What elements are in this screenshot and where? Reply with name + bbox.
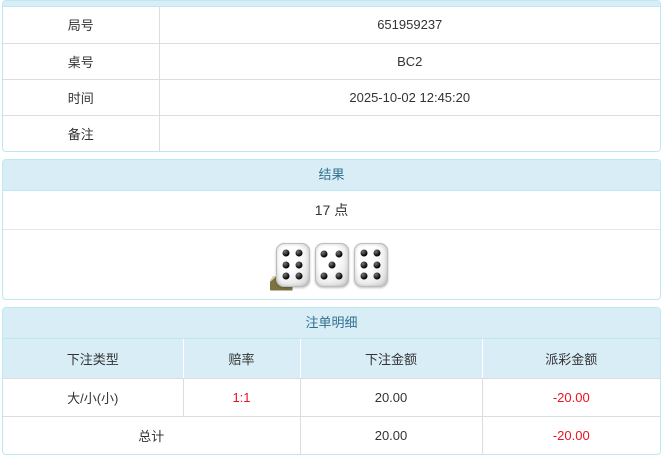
- dice-group: i: [269, 242, 388, 291]
- bet-details-table: 下注类型 赔率 下注金额 派彩金额 大/小(小) 1:1 20.00 -20.0…: [3, 339, 660, 454]
- result-points: 17 点: [3, 191, 660, 230]
- die-pip: [282, 261, 290, 268]
- table-row: 大/小(小) 1:1 20.00 -20.00: [3, 378, 660, 416]
- die-pip: [373, 272, 381, 280]
- odds-value: 1:1: [182, 378, 300, 416]
- round-number-label: 局号: [3, 7, 160, 43]
- die-pip: [360, 261, 368, 268]
- col-payout-amount: 派彩金额: [481, 339, 660, 379]
- remark-label: 备注: [3, 114, 160, 151]
- cropped-panel-heading: [3, 1, 660, 7]
- die-pip: [295, 261, 303, 268]
- die-6-icon: [275, 242, 310, 287]
- col-bet-type: 下注类型: [3, 339, 183, 379]
- col-odds: 赔率: [182, 339, 300, 379]
- die-pip: [282, 272, 290, 280]
- die-pip: [335, 272, 343, 279]
- total-row: 总计 20.00 -20.00: [3, 415, 660, 454]
- die-pip: [320, 272, 328, 279]
- dice-row: i: [3, 230, 660, 299]
- table-row: 桌号 BC2: [3, 42, 660, 79]
- die-5-icon: [314, 242, 349, 287]
- bet-details-title: 注单明细: [3, 308, 660, 339]
- total-payout-amount: -20.00: [481, 415, 660, 454]
- die-pip: [282, 249, 290, 257]
- time-value: 2025-10-02 12:45:20: [159, 78, 660, 115]
- table-header-row: 下注类型 赔率 下注金额 派彩金额: [3, 339, 660, 379]
- payout-amount-value: -20.00: [481, 378, 660, 416]
- game-info-table: 局号 651959237 桌号 BC2 时间 2025-10-02 12:45:…: [3, 7, 660, 151]
- die-pip: [335, 250, 343, 257]
- result-panel-title: 结果: [3, 160, 660, 191]
- time-label: 时间: [3, 78, 160, 115]
- game-info-panel: 局号 651959237 桌号 BC2 时间 2025-10-02 12:45:…: [2, 0, 661, 152]
- bet-amount-value: 20.00: [299, 378, 482, 416]
- table-number-label: 桌号: [3, 42, 160, 79]
- die-pip: [373, 249, 381, 257]
- die-pip: [328, 261, 335, 268]
- result-panel: 结果 17 点 i: [2, 159, 661, 300]
- die-pip: [360, 272, 368, 280]
- remark-value: [159, 114, 660, 151]
- total-bet-amount: 20.00: [299, 415, 482, 454]
- die-pip: [373, 261, 381, 268]
- die-pip: [360, 249, 368, 257]
- die-pip: [295, 272, 303, 280]
- table-row: 备注: [3, 114, 660, 151]
- col-bet-amount: 下注金额: [299, 339, 482, 379]
- die-pip: [320, 250, 328, 257]
- table-number-value: BC2: [159, 42, 660, 79]
- table-row: 时间 2025-10-02 12:45:20: [3, 78, 660, 115]
- bet-type-value: 大/小(小): [67, 390, 119, 406]
- die-pip: [295, 249, 303, 257]
- table-row: 局号 651959237: [3, 7, 660, 43]
- round-number-value: 651959237: [377, 17, 443, 33]
- total-label: 总计: [3, 415, 300, 454]
- die-6-icon: [353, 242, 388, 287]
- bet-details-panel: 注单明细 下注类型 赔率 下注金额 派彩金额 大/小(小) 1:1 20.00 …: [2, 307, 661, 455]
